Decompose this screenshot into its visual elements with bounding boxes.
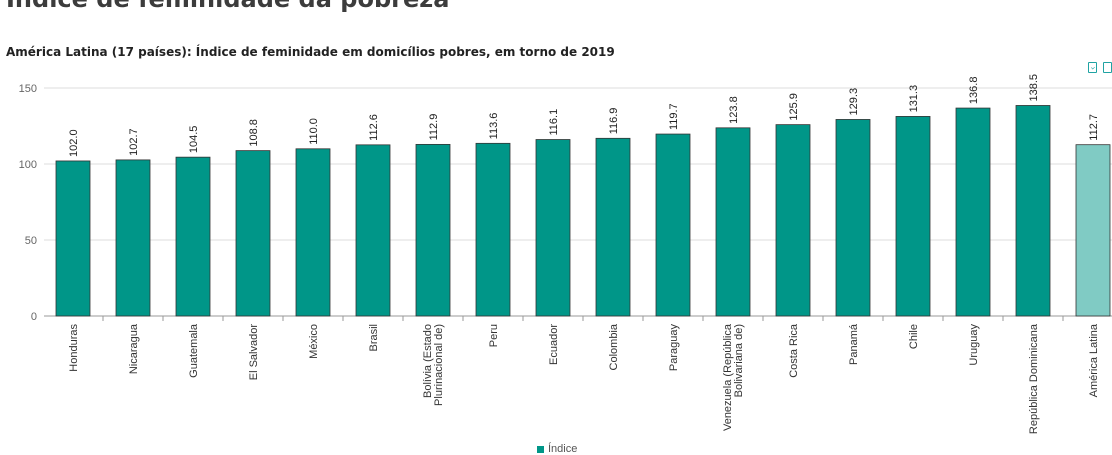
x-tick-label: Uruguay [968,324,980,366]
x-tick-label: América Latina [1088,323,1100,397]
x-tick-label: Honduras [68,324,80,372]
data-label: 131.3 [908,85,920,113]
bar [235,150,271,317]
x-tick-label: Ecuador [548,324,560,365]
bar [715,127,751,317]
legend: Índice [537,443,577,455]
y-tick-label: 150 [19,83,37,95]
data-label: 102.7 [128,128,140,156]
data-label: 113.6 [488,113,500,140]
data-label: 125.9 [788,93,800,121]
chart-title: América Latina (17 países): Índice de fe… [6,45,615,59]
data-label: 116.1 [548,109,560,136]
data-label: 112.9 [428,114,440,141]
bar [1015,105,1051,317]
bar [55,160,91,317]
bar [595,137,631,317]
y-tick-label: 100 [19,159,37,171]
bar [475,142,511,317]
bar [295,148,331,317]
data-label: 112.6 [368,114,380,141]
data-label: 123.8 [728,96,740,124]
data-label: 116.9 [608,108,620,135]
x-tick-label: Venezuela (RepúblicaBolivariana de) [722,323,745,431]
x-tick-label: Chile [908,324,920,349]
x-tick-label: Paraguay [668,324,680,372]
data-label: 119.7 [668,103,680,130]
x-tick-label: Panamá [848,323,860,365]
data-label: 136.8 [968,77,980,105]
bar [775,124,811,317]
data-label: 108.8 [248,119,260,147]
data-label: 110.0 [308,118,320,145]
x-tick-label: República Dominicana [1028,323,1040,434]
page-heading: Índice de feminidade da pobreza [6,0,449,13]
data-label: 112.7 [1088,114,1100,141]
bar [655,133,691,317]
x-tick-label: México [308,324,320,359]
x-tick-label: Nicaragua [128,323,140,374]
y-tick-label: 0 [31,311,37,323]
bar [895,116,931,317]
bar [175,156,211,317]
bar [955,107,991,317]
bar [535,139,571,317]
bar [115,159,151,317]
x-tick-label: Colombia [608,323,620,370]
x-tick-label: Bolívia (EstadoPlurinacional de) [422,324,445,406]
legend-swatch [537,445,544,453]
data-label: 104.5 [188,126,200,154]
data-label: 129.3 [848,88,860,116]
bar [415,143,451,317]
download-icon[interactable] [1088,62,1097,73]
x-tick-label: El Salvador [248,324,260,381]
x-tick-label: Peru [488,324,500,347]
data-label: 138.5 [1028,74,1040,102]
legend-label: Índice [548,443,578,455]
bar [835,119,871,317]
x-tick-label: Brasil [368,324,380,352]
data-label: 102.0 [68,129,80,157]
bar [355,144,391,317]
y-tick-label: 50 [25,235,37,247]
x-tick-label: Costa Rica [788,323,800,378]
bar [1075,144,1111,317]
x-tick-label: Guatemala [188,323,200,378]
